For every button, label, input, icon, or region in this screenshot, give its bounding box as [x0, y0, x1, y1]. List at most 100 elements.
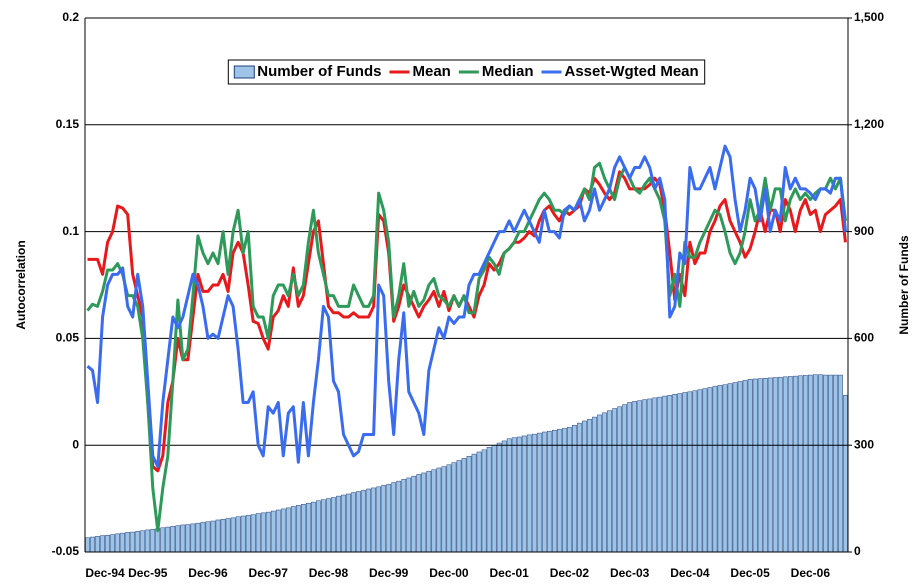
- bar: [637, 400, 643, 553]
- bar: [105, 535, 110, 553]
- bar: [95, 536, 100, 553]
- bar: [210, 520, 216, 553]
- bar: [240, 515, 246, 553]
- bar: [557, 428, 562, 553]
- bar: [712, 386, 718, 553]
- bar: [125, 532, 131, 553]
- bar: [90, 536, 95, 553]
- bar: [717, 385, 723, 553]
- bar: [511, 437, 517, 553]
- bar: [376, 486, 382, 553]
- bar: [175, 525, 181, 553]
- bar: [295, 505, 301, 553]
- bar: [85, 537, 90, 553]
- bar: [416, 474, 422, 553]
- bar: [612, 408, 617, 553]
- bar: [526, 434, 532, 553]
- bar: [225, 518, 231, 553]
- bar: [280, 508, 286, 553]
- bar: [265, 511, 271, 553]
- x-tick-label: Dec-97: [249, 566, 289, 580]
- bar: [813, 374, 818, 553]
- bar: [777, 376, 783, 553]
- bar: [697, 389, 703, 553]
- bar: [270, 510, 276, 553]
- bar: [371, 487, 376, 553]
- bar: [838, 374, 843, 553]
- bar: [255, 513, 261, 553]
- bar: [471, 453, 477, 553]
- bar: [607, 410, 612, 553]
- bar: [215, 519, 221, 553]
- bar: [100, 535, 105, 553]
- bar: [220, 518, 226, 553]
- bar: [757, 378, 763, 553]
- x-tick-label: Dec-04: [670, 566, 710, 580]
- bar: [170, 526, 176, 553]
- bar: [737, 381, 743, 553]
- legend-label: Mean: [412, 63, 450, 80]
- y2-tick-label: 900: [854, 224, 874, 238]
- bar: [431, 469, 437, 553]
- bar: [486, 447, 492, 553]
- bar: [632, 401, 638, 553]
- bar: [536, 432, 542, 553]
- bar: [592, 416, 597, 553]
- x-tick-label: Dec-96: [188, 566, 228, 580]
- bar: [722, 384, 728, 553]
- legend-label: Number of Funds: [257, 63, 381, 80]
- bar: [361, 490, 366, 553]
- bar: [331, 497, 336, 553]
- bar: [682, 392, 688, 553]
- bar: [421, 472, 427, 553]
- bar: [461, 458, 467, 553]
- y-tick-label: 0: [72, 437, 79, 451]
- bar: [752, 378, 758, 553]
- bar: [496, 442, 502, 553]
- bar: [436, 467, 442, 553]
- bar: [677, 393, 683, 553]
- bar: [802, 375, 808, 553]
- bar: [140, 530, 146, 553]
- bar: [145, 529, 151, 553]
- y-tick-label: 0.1: [62, 224, 79, 238]
- bar: [772, 377, 778, 553]
- bar: [747, 379, 753, 553]
- y-tick-label: 0.05: [56, 331, 80, 345]
- bar: [115, 533, 120, 553]
- bar: [351, 492, 356, 553]
- bar: [617, 406, 622, 553]
- bar: [306, 502, 311, 553]
- bar: [195, 522, 201, 553]
- bar: [501, 440, 507, 553]
- x-tick-label: Dec-02: [550, 566, 590, 580]
- bar: [341, 494, 346, 553]
- bar: [807, 374, 813, 553]
- bar: [692, 390, 698, 553]
- y2-tick-label: 0: [854, 544, 861, 558]
- bar: [506, 438, 512, 553]
- bar: [546, 431, 552, 553]
- bar: [426, 470, 432, 553]
- bar: [406, 477, 412, 553]
- legend-label: Asset-Wgted Mean: [565, 63, 699, 80]
- y2-tick-label: 300: [854, 437, 874, 451]
- bar: [451, 462, 457, 553]
- bar: [275, 509, 281, 553]
- legend: Number of Funds Mean Median Asset-Wgted Mea…: [227, 59, 706, 85]
- bar: [642, 399, 648, 553]
- bar: [687, 391, 693, 553]
- bar: [386, 484, 392, 553]
- bar: [567, 427, 572, 553]
- bar: [441, 466, 447, 553]
- bar: [110, 534, 115, 553]
- bar: [702, 388, 708, 553]
- bar: [476, 451, 482, 553]
- bar: [130, 531, 136, 553]
- bar: [356, 491, 361, 553]
- bar: [833, 374, 838, 553]
- y2-tick-label: 1,200: [854, 117, 884, 131]
- bar: [782, 376, 788, 553]
- bar: [602, 412, 607, 553]
- bar: [150, 528, 156, 553]
